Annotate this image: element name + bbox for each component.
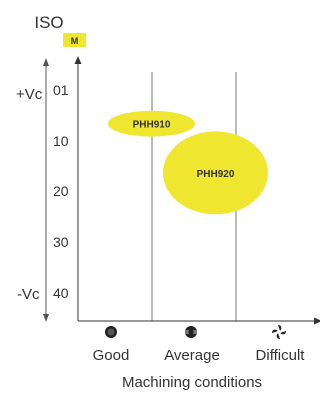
speed-upper-label: +Vc <box>16 86 43 103</box>
bubble-label-phh920: PHH920 <box>197 169 235 180</box>
average-condition-icon <box>185 326 197 338</box>
iso-group-badge-label: M <box>71 36 79 46</box>
y-tick-label: 30 <box>53 234 69 250</box>
bubble-layer: PHH910 PHH920 <box>108 110 268 215</box>
x-axis <box>78 317 320 325</box>
y-tick-label: 20 <box>53 183 69 199</box>
y-tick-label: 01 <box>53 82 69 98</box>
x-category-label: Average <box>164 347 220 364</box>
y-tick-label: 10 <box>53 133 69 149</box>
speed-arrow-up-icon <box>43 58 49 66</box>
y-axis-arrow-icon <box>74 56 82 64</box>
difficult-condition-icon <box>272 325 286 339</box>
x-category-label: Good <box>93 347 130 364</box>
good-condition-icon <box>105 326 117 338</box>
x-axis-arrow-icon <box>314 317 320 325</box>
chart-title: ISO <box>34 13 63 32</box>
y-axis <box>74 56 82 321</box>
y-tick-label: 40 <box>53 285 69 301</box>
x-category-label: Difficult <box>256 347 306 364</box>
bubble-phh910 <box>108 110 195 137</box>
bubble-phh920 <box>163 131 268 215</box>
speed-lower-label: -Vc <box>17 286 40 303</box>
bubble-label-phh910: PHH910 <box>133 120 171 131</box>
iso-group-badge <box>63 33 86 47</box>
speed-arrow-down-icon <box>43 314 49 322</box>
x-axis-title: Machining conditions <box>122 374 262 391</box>
cutting-speed-indicator <box>43 58 49 322</box>
